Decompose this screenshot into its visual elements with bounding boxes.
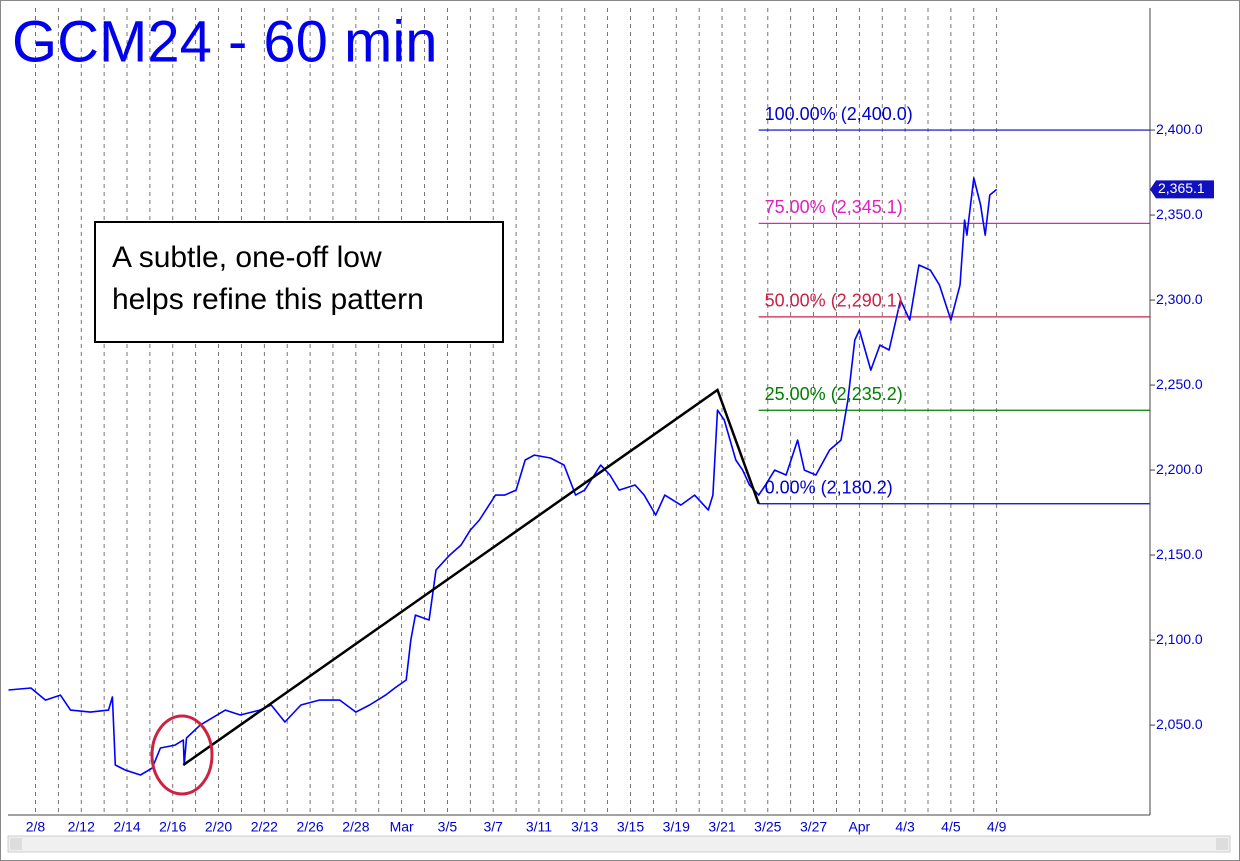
fib-label: 0.00% (2,180.2) <box>765 477 893 497</box>
x-tick-label: 2/22 <box>251 819 278 835</box>
x-tick-label: 4/9 <box>987 819 1007 835</box>
y-tick-label: 2,100.0 <box>1156 631 1203 647</box>
y-tick-label: 2,350.0 <box>1156 206 1203 222</box>
x-tick-label: Apr <box>848 819 870 835</box>
x-tick-label: 3/13 <box>571 819 598 835</box>
fib-label: 50.00% (2,290.1) <box>765 291 903 311</box>
fib-label: 25.00% (2,235.2) <box>765 384 903 404</box>
x-tick-label: 2/26 <box>296 819 323 835</box>
x-tick-label: 2/12 <box>68 819 95 835</box>
x-tick-label: 3/5 <box>438 819 458 835</box>
chart-title: GCM24 - 60 min <box>12 9 437 74</box>
x-tick-label: 3/27 <box>800 819 827 835</box>
y-tick-label: 2,300.0 <box>1156 291 1203 307</box>
x-tick-label: Mar <box>390 819 414 835</box>
last-value-label: 2,365.1 <box>1158 180 1205 196</box>
annotation-text: helps refine this pattern <box>112 283 424 316</box>
scroll-left[interactable] <box>10 838 22 850</box>
y-tick-label: 2,150.0 <box>1156 546 1203 562</box>
fib-label: 75.00% (2,345.1) <box>765 197 903 217</box>
x-tick-label: 3/19 <box>663 819 690 835</box>
x-tick-label: 4/3 <box>895 819 915 835</box>
x-tick-label: 3/25 <box>754 819 781 835</box>
x-tick-label: 2/20 <box>205 819 232 835</box>
x-tick-label: 2/8 <box>26 819 46 835</box>
x-tick-label: 3/7 <box>483 819 503 835</box>
annotation-box <box>94 221 504 343</box>
x-tick-label: 4/5 <box>941 819 961 835</box>
scroll-right[interactable] <box>1216 838 1228 850</box>
x-tick-label: 2/16 <box>159 819 186 835</box>
y-tick-label: 2,250.0 <box>1156 376 1203 392</box>
x-tick-label: 3/11 <box>526 819 552 835</box>
scrollbar[interactable] <box>7 835 1231 853</box>
x-tick-label: 2/28 <box>342 819 369 835</box>
last-value-flag <box>1150 180 1214 199</box>
y-tick-label: 2,050.0 <box>1156 716 1203 732</box>
annotation-text: A subtle, one-off low <box>112 241 382 274</box>
plot <box>8 129 1150 776</box>
y-tick-label: 2,400.0 <box>1156 121 1203 137</box>
grid <box>35 8 998 815</box>
x-tick-label: 3/21 <box>708 819 735 835</box>
x-tick-label: 3/15 <box>617 819 644 835</box>
y-tick-label: 2,200.0 <box>1156 461 1203 477</box>
fib-label: 100.00% (2,400.0) <box>765 104 913 124</box>
highlight-circle <box>150 714 214 796</box>
x-tick-label: 2/14 <box>113 819 140 835</box>
price-line <box>8 177 998 776</box>
pattern-line <box>182 388 760 767</box>
